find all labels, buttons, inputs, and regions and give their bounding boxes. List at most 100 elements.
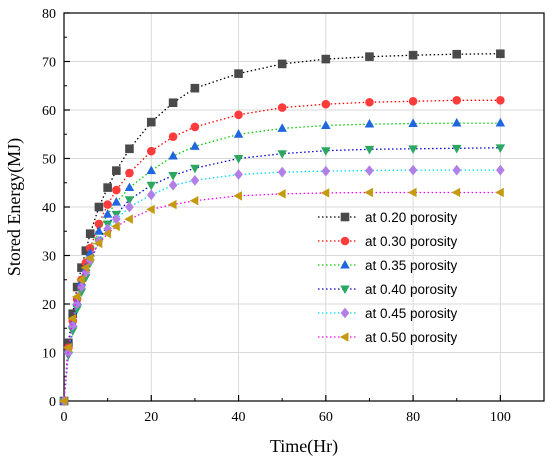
legend-marker: [340, 212, 350, 222]
x-tick-label: 0: [61, 410, 68, 425]
data-point: [94, 226, 104, 235]
data-point: [64, 338, 73, 348]
x-tick-label: 40: [232, 410, 246, 425]
data-point: [146, 117, 156, 127]
data-point: [495, 117, 506, 127]
y-tick-label: 50: [42, 153, 56, 168]
data-point: [234, 69, 243, 78]
axis-ticks: 0 20 40 60 80 100 0 10 20 30 40 50 60 70 80: [42, 7, 511, 425]
data-point: [125, 168, 134, 178]
data-point: [451, 117, 462, 127]
data-point: [112, 166, 121, 175]
data-point: [85, 253, 94, 263]
data-point: [72, 305, 82, 315]
x-axis-title: Time(Hr): [270, 436, 338, 457]
data-point: [452, 164, 462, 176]
series-4: [59, 144, 506, 407]
data-point: [146, 181, 157, 191]
legend-item: at 0.40 porosity: [318, 282, 458, 297]
data-point: [168, 150, 178, 160]
data-point: [495, 187, 504, 198]
data-point: [234, 169, 243, 180]
data-point: [365, 52, 374, 61]
data-point: [364, 145, 375, 155]
data-point: [365, 165, 374, 176]
data-point: [146, 146, 156, 156]
data-point: [125, 201, 134, 213]
data-point: [80, 262, 90, 273]
series-layer: [58, 49, 506, 407]
data-point: [233, 191, 242, 201]
legend-marker: [340, 307, 350, 319]
data-point: [124, 182, 135, 192]
data-point: [321, 120, 331, 129]
legend-item: at 0.50 porosity: [318, 330, 458, 345]
data-point: [124, 196, 135, 205]
data-point: [452, 96, 462, 105]
data-point: [112, 213, 121, 225]
data-point: [495, 144, 506, 153]
data-point: [451, 144, 462, 154]
data-point: [277, 103, 287, 112]
data-point: [277, 123, 287, 132]
data-point: [321, 147, 331, 156]
data-point: [94, 202, 104, 212]
data-point: [189, 195, 199, 206]
legend-label: at 0.35 porosity: [365, 258, 458, 273]
data-point: [496, 49, 505, 59]
legend-item: at 0.35 porosity: [318, 258, 458, 273]
data-point: [72, 298, 82, 310]
y-axis-title: Stored Energy(MJ): [4, 138, 25, 276]
data-point: [321, 54, 331, 64]
legend-item: at 0.45 porosity: [318, 306, 458, 321]
data-point: [102, 228, 112, 239]
data-point: [124, 214, 133, 224]
data-point: [364, 118, 375, 128]
legend-label: at 0.50 porosity: [365, 330, 458, 345]
legend-label: at 0.45 porosity: [365, 306, 458, 321]
data-point: [233, 129, 244, 138]
data-point: [190, 164, 200, 174]
data-point: [190, 141, 200, 150]
y-tick-label: 40: [42, 201, 56, 216]
x-tick-label: 100: [490, 410, 511, 425]
series-6: [58, 187, 504, 406]
data-point: [408, 145, 418, 154]
x-tick-label: 20: [144, 410, 158, 425]
data-point: [103, 200, 112, 209]
data-point: [452, 49, 462, 59]
legend-item: at 0.20 porosity: [318, 210, 458, 225]
legend-marker: [339, 332, 349, 342]
y-tick-label: 30: [42, 250, 56, 265]
data-point: [93, 238, 103, 249]
y-tick-label: 10: [42, 347, 56, 362]
data-point: [72, 282, 82, 292]
legend-marker: [340, 259, 350, 269]
grid-lines: [64, 13, 544, 401]
data-point: [67, 327, 78, 336]
legend: at 0.20 porosity at 0.30 porosity at 0.35 …: [318, 210, 458, 345]
data-point: [168, 179, 178, 191]
data-point: [277, 189, 286, 199]
data-point: [408, 96, 418, 106]
legend-label: at 0.20 porosity: [365, 210, 458, 225]
data-point: [146, 189, 156, 201]
data-point: [408, 118, 418, 128]
data-point: [190, 174, 200, 186]
data-point: [103, 183, 112, 192]
data-point: [168, 172, 178, 181]
data-point: [277, 59, 287, 69]
y-tick-label: 80: [42, 7, 56, 22]
legend-marker: [340, 285, 350, 295]
data-point: [277, 150, 287, 159]
data-point: [277, 166, 287, 178]
data-point: [190, 122, 200, 132]
data-point: [112, 185, 121, 195]
data-point: [76, 275, 85, 285]
data-point: [76, 288, 87, 298]
legend-label: at 0.30 porosity: [365, 234, 458, 249]
data-point: [58, 396, 68, 406]
data-point: [81, 246, 91, 255]
y-tick-label: 70: [42, 56, 56, 71]
